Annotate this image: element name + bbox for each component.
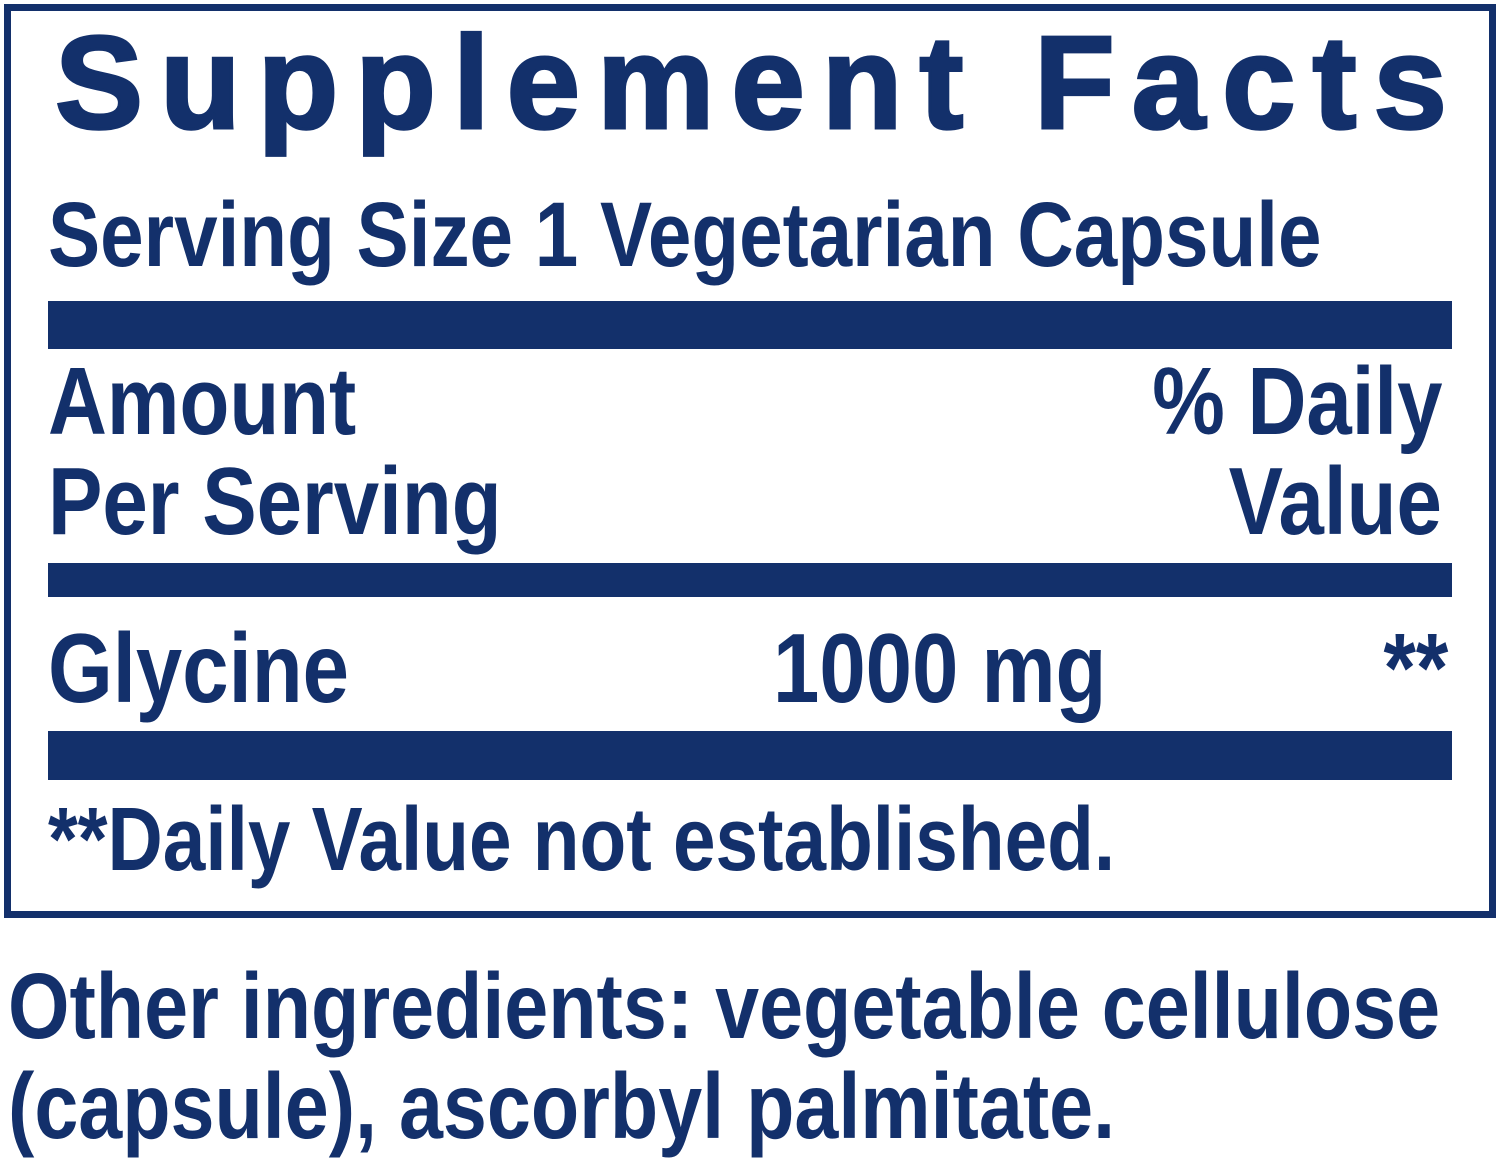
panel-title: Supplement Facts — [54, 9, 1464, 156]
daily-value-header-line1: % Daily — [1151, 348, 1442, 455]
serving-size-text: Serving Size 1 Vegetarian Capsule — [48, 184, 1322, 286]
amount-header-line2: Per Serving — [48, 448, 502, 555]
ingredient-daily-value: ** — [1383, 613, 1448, 723]
amount-header-line1: Amount — [48, 348, 357, 455]
ingredient-name: Glycine — [48, 613, 349, 723]
other-ingredients-text: Other ingredients: vegetable cellulose (… — [8, 954, 1441, 1158]
divider-thin — [48, 563, 1452, 597]
ingredient-amount: 1000 mg — [773, 613, 1107, 723]
footnote-line: **Daily Value not established. — [48, 795, 1303, 885]
other-ingredients-section: Other ingredients: vegetable cellulose (… — [8, 956, 1500, 1156]
serving-size-line: Serving Size 1 Vegetarian Capsule — [48, 189, 1500, 281]
ingredient-row: Glycine 1000 mg ** — [11, 619, 1489, 739]
supplement-facts-panel: Supplement Facts Serving Size 1 Vegetari… — [4, 4, 1496, 918]
daily-value-header-line2: Value — [1228, 448, 1442, 555]
amount-per-serving-header: Amount Per Serving — [48, 352, 582, 552]
divider-thick-top — [48, 301, 1452, 349]
footnote-text: **Daily Value not established. — [48, 790, 1116, 890]
divider-thick-bottom — [48, 731, 1452, 780]
daily-value-header: % Daily Value — [1101, 352, 1442, 552]
